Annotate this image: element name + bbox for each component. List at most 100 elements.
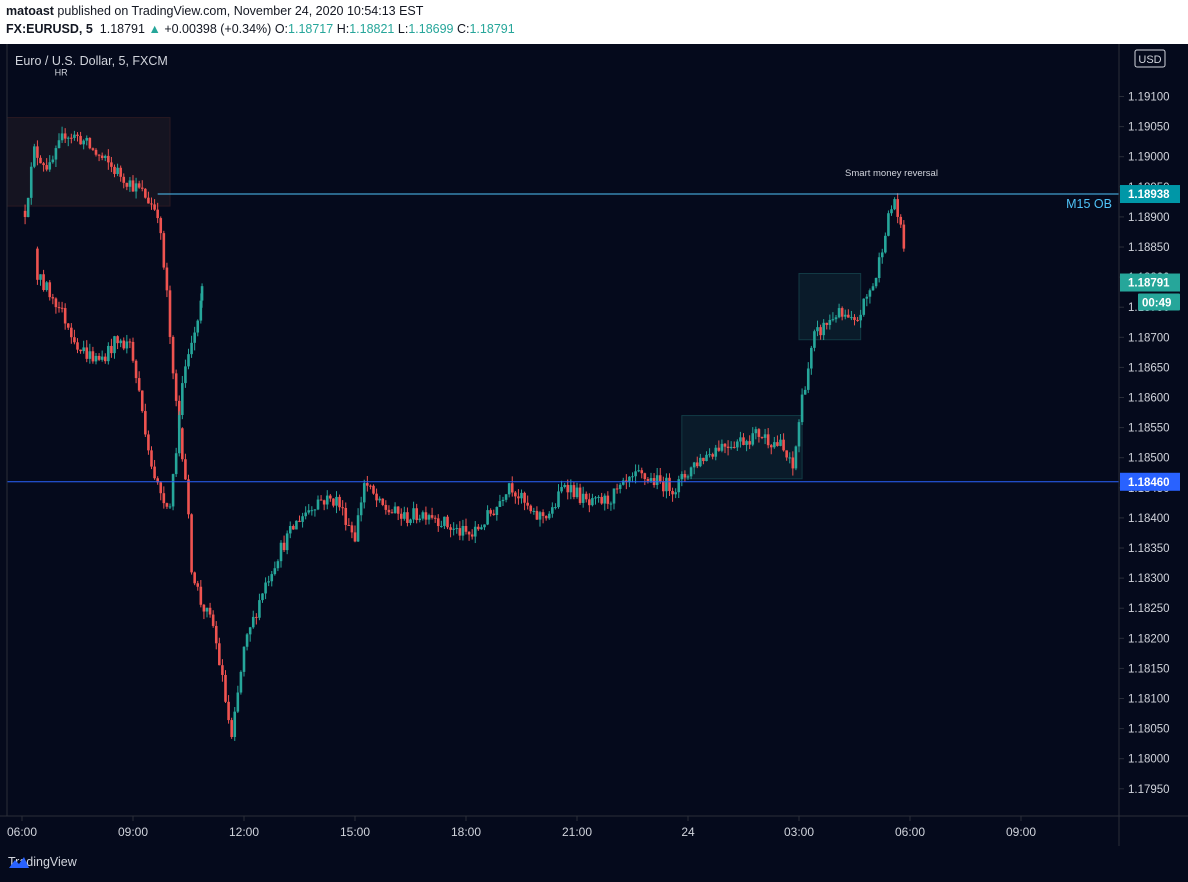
candle [668, 473, 671, 496]
candle [162, 486, 166, 509]
candle [526, 495, 529, 510]
candle [591, 493, 594, 507]
price-badge-label: 1.18938 [1128, 189, 1170, 201]
candle [662, 476, 665, 497]
candle [415, 503, 418, 524]
currency-button[interactable]: USD [1134, 49, 1166, 68]
price-badge-label: 1.18791 [1128, 278, 1170, 290]
candle [174, 447, 178, 477]
candle [233, 707, 237, 741]
candle [63, 303, 67, 330]
candle [828, 314, 832, 330]
y-tick-label: 1.19000 [1128, 152, 1170, 164]
candle [446, 514, 449, 530]
candle [369, 484, 372, 490]
candle [116, 335, 119, 350]
candle [834, 314, 838, 323]
candle [455, 524, 459, 534]
candle [467, 531, 471, 541]
candle [131, 175, 135, 192]
candle [54, 297, 58, 314]
candle [535, 506, 539, 521]
x-tick-label: 03:00 [784, 825, 814, 839]
candle [162, 230, 166, 270]
candle [603, 493, 607, 511]
candle [853, 314, 856, 326]
candle [501, 496, 505, 506]
candle [763, 428, 767, 445]
candle [66, 323, 70, 330]
candle [695, 456, 699, 469]
candle [356, 508, 360, 542]
candle [692, 461, 696, 475]
candle [128, 176, 132, 192]
candle [147, 430, 150, 455]
candle [902, 220, 906, 252]
candle [125, 334, 129, 354]
close-value: 1.18791 [469, 22, 515, 36]
candle [452, 522, 455, 536]
candle [156, 476, 159, 485]
candle [110, 338, 113, 358]
high-label: H: [336, 22, 350, 36]
candle [36, 140, 39, 166]
tradingview-brand[interactable]: TradingView [8, 855, 77, 869]
candle [831, 312, 835, 322]
candle [153, 460, 156, 480]
candle [85, 340, 89, 363]
candle [279, 540, 283, 568]
candle [751, 427, 755, 447]
symbol-label: FX:EURUSD, 5 [6, 22, 93, 36]
candle [578, 483, 582, 505]
candle [211, 610, 215, 628]
candle [171, 473, 175, 511]
candle [443, 516, 446, 529]
candle [532, 507, 536, 515]
candle [236, 685, 240, 714]
candle [757, 428, 761, 443]
candle [665, 473, 668, 499]
candlestick-chart[interactable]: 1.191001.190501.190001.189501.189001.188… [0, 44, 1188, 846]
candle [884, 232, 887, 254]
candle [862, 298, 866, 317]
candle [128, 338, 132, 349]
candle [140, 390, 144, 413]
candle [643, 472, 647, 486]
candle [23, 204, 27, 225]
candle [671, 487, 674, 502]
chart-area[interactable]: 1.191001.190501.190001.189501.189001.188… [0, 44, 1188, 846]
candle [791, 451, 795, 476]
candle [566, 479, 570, 500]
candle [51, 293, 55, 305]
low-value: 1.18699 [408, 22, 454, 36]
candle [350, 521, 354, 539]
candle [159, 216, 163, 240]
candle [372, 484, 375, 495]
candle [26, 197, 30, 218]
author-name[interactable]: matoast [6, 4, 54, 18]
candle [865, 294, 869, 307]
candle [887, 210, 890, 237]
candle [137, 371, 141, 393]
candle [94, 352, 98, 365]
candle [103, 154, 107, 162]
x-tick-label: 18:00 [451, 825, 481, 839]
countdown-badge [1138, 293, 1180, 311]
candle [421, 510, 425, 521]
candle [66, 136, 70, 147]
candle [489, 508, 492, 517]
candle [322, 499, 326, 511]
order-block-zone [798, 272, 862, 341]
candle [427, 513, 431, 525]
consolidation-zone [681, 415, 803, 480]
candle [880, 248, 884, 264]
candle [168, 503, 172, 510]
candle [122, 173, 126, 189]
candle [76, 338, 79, 354]
candle [436, 514, 440, 532]
x-tick-label: 09:00 [118, 825, 148, 839]
candle [655, 467, 659, 490]
candle [199, 580, 203, 608]
candle [338, 494, 341, 511]
candle [677, 475, 681, 499]
